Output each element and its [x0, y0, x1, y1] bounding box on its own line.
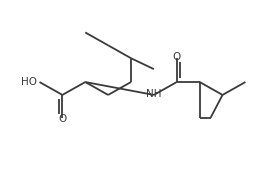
Text: O: O	[173, 52, 181, 62]
Text: O: O	[58, 114, 66, 124]
Text: HO: HO	[21, 77, 36, 87]
Text: NH: NH	[146, 89, 162, 99]
